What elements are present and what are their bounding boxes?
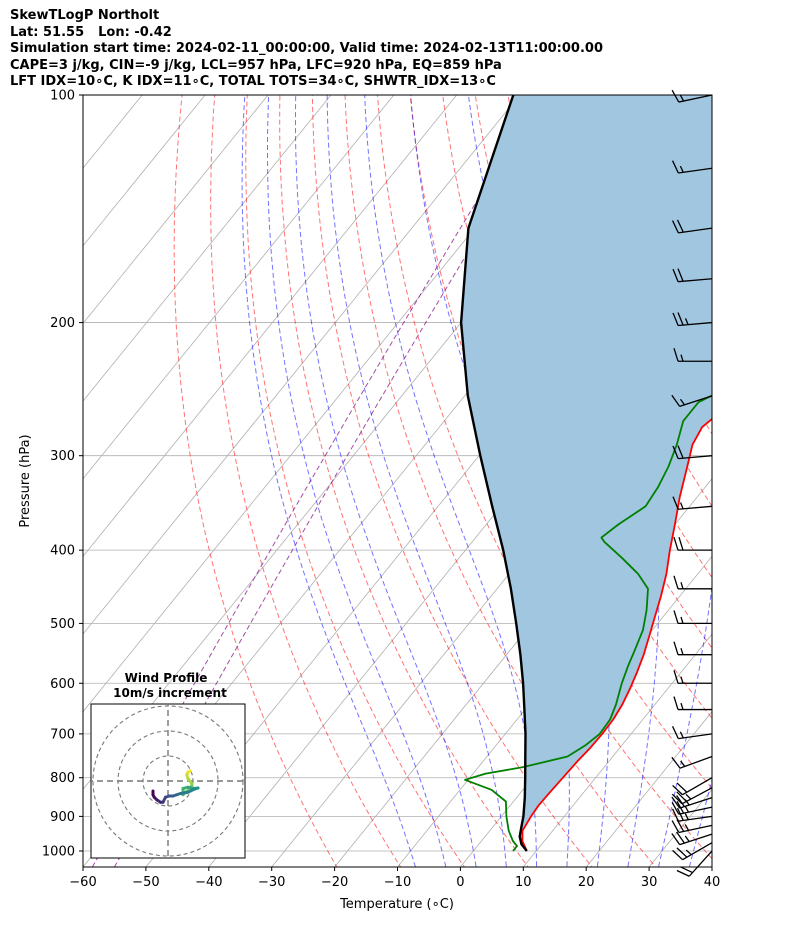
- wind-barb: [676, 850, 713, 877]
- y-tick-label: 700: [50, 727, 75, 742]
- hodograph-subtitle: 10m/s increment: [113, 686, 227, 700]
- x-tick-label: −40: [195, 875, 222, 890]
- wind-barb: [672, 312, 713, 327]
- parcel-profile-line: [459, 95, 528, 852]
- y-tick-label: 300: [50, 449, 75, 464]
- moist-adiabat-line: [295, 95, 477, 867]
- isotherm-line: [763, 60, 794, 882]
- wind-barb: [672, 777, 713, 796]
- wind-barbs: [671, 89, 713, 877]
- sounding-profiles: [459, 95, 712, 852]
- hodograph-title: Wind Profile: [125, 671, 208, 685]
- moist-adiabat-line: [267, 95, 447, 867]
- location-line: Lat: 51.55 Lon: -0.42: [10, 25, 603, 42]
- wind-barb: [673, 348, 712, 362]
- isotherm-line: [83, 95, 269, 325]
- dry-adiabat-line: [377, 95, 712, 860]
- parcel-shading: [461, 95, 712, 851]
- wind-barb: [671, 795, 713, 809]
- wind-barb: [672, 842, 713, 861]
- isotherm-line: [711, 866, 712, 867]
- chart-title: SkewTLogP Northolt: [10, 8, 160, 23]
- isotherm-line: [83, 95, 458, 558]
- wind-barb: [671, 755, 713, 769]
- y-tick-label: 100: [50, 89, 75, 104]
- wind-barb: [671, 89, 713, 103]
- dry-adiabat-line: [344, 95, 657, 867]
- isotherm-line: [522, 633, 712, 867]
- isotherm-line: [396, 478, 712, 867]
- y-tick-label: 200: [50, 316, 75, 331]
- moist-adiabat-line: [640, 95, 712, 867]
- dry-adiabat-line: [755, 62, 794, 883]
- dry-adiabat-line: [210, 95, 402, 867]
- isotherm-line: [83, 95, 206, 247]
- wind-barb: [671, 394, 713, 407]
- moist-adiabat-line: [241, 95, 417, 867]
- dry-adiabat-line: [245, 95, 466, 867]
- wind-barb: [673, 536, 712, 551]
- wind-barb: [673, 610, 712, 625]
- wind-barb: [671, 807, 713, 822]
- temperature-profile-line: [521, 417, 712, 852]
- moist-adiabat-line: [326, 95, 507, 867]
- x-axis-label: Temperature (∘C): [339, 897, 454, 912]
- indices-line-1: CAPE=3 j/kg, CIN=-9 j/kg, LCL=957 hPa, L…: [10, 57, 502, 73]
- x-tick-label: 0: [456, 875, 464, 890]
- x-tick-label: −20: [321, 875, 348, 890]
- x-tick-label: −30: [258, 875, 285, 890]
- hodograph-inset: Wind Profile 10m/s increment: [90, 671, 246, 859]
- wind-barb: [671, 831, 713, 846]
- time-line: Simulation start time: 2024-02-11_00:00:…: [10, 41, 603, 56]
- wind-barb: [673, 641, 712, 656]
- latitude-label: Lat: 51.55: [10, 24, 85, 40]
- y-tick-label: 500: [50, 617, 75, 632]
- dry-adiabat-line: [724, 62, 794, 883]
- moist-adiabat-line: [364, 95, 538, 867]
- x-tick-label: 30: [641, 875, 658, 890]
- wind-barb: [671, 219, 713, 234]
- y-tick-label: 900: [50, 810, 75, 825]
- cape-shading: [461, 95, 712, 851]
- x-tick-label: −50: [132, 875, 159, 890]
- chart-header: SkewTLogP Northolt Lat: 51.55 Lon: -0.42 …: [10, 8, 603, 91]
- dry-adiabat-line: [279, 95, 529, 867]
- indices-line-2: LFT IDX=10∘C, K IDX=11∘C, TOTAL TOTS=34∘…: [10, 74, 603, 91]
- isotherm-line: [83, 95, 395, 480]
- y-axis-label: Pressure (hPa): [18, 434, 33, 527]
- y-tick-label: 1000: [42, 844, 75, 859]
- y-tick-label: 600: [50, 677, 75, 692]
- dry-adiabat-line: [173, 95, 338, 867]
- dry-adiabat-line: [539, 95, 712, 508]
- x-tick-label: −60: [69, 875, 96, 890]
- wind-barb: [671, 819, 713, 834]
- wind-barb: [672, 268, 713, 283]
- wind-barb: [671, 160, 713, 174]
- dry-adiabat-line: [787, 62, 794, 883]
- dry-adiabat-line: [311, 95, 593, 867]
- wind-barb: [673, 670, 712, 684]
- wind-barb: [671, 800, 713, 815]
- wind-barb: [671, 726, 713, 740]
- hodograph-area: [91, 704, 245, 858]
- isotherm-line: [83, 95, 521, 635]
- x-tick-label: 40: [704, 875, 721, 890]
- indices-line-2-text: LFT IDX=10∘C, K IDX=11∘C, TOTAL TOTS=34∘…: [10, 74, 496, 89]
- x-axis-ticks: −60 −50 −40 −30 −20 −10 0 10 20 30 40: [69, 867, 720, 890]
- dewpoint-profile-line: [464, 394, 712, 852]
- x-tick-label: −10: [384, 875, 411, 890]
- wind-barb: [672, 496, 713, 510]
- wind-barb: [673, 575, 712, 590]
- y-tick-label: 400: [50, 544, 75, 559]
- x-tick-label: 20: [578, 875, 595, 890]
- y-tick-label: 800: [50, 771, 75, 786]
- y-axis-ticks: 100 200 300 400 500 600 700 800 900 1000: [42, 89, 83, 859]
- longitude-label: Lon: -0.42: [98, 24, 172, 40]
- wind-barb: [672, 445, 713, 460]
- isotherm-line: [83, 95, 332, 402]
- wind-barb: [671, 787, 713, 805]
- wind-barb: [673, 696, 712, 711]
- x-tick-label: 10: [515, 875, 532, 890]
